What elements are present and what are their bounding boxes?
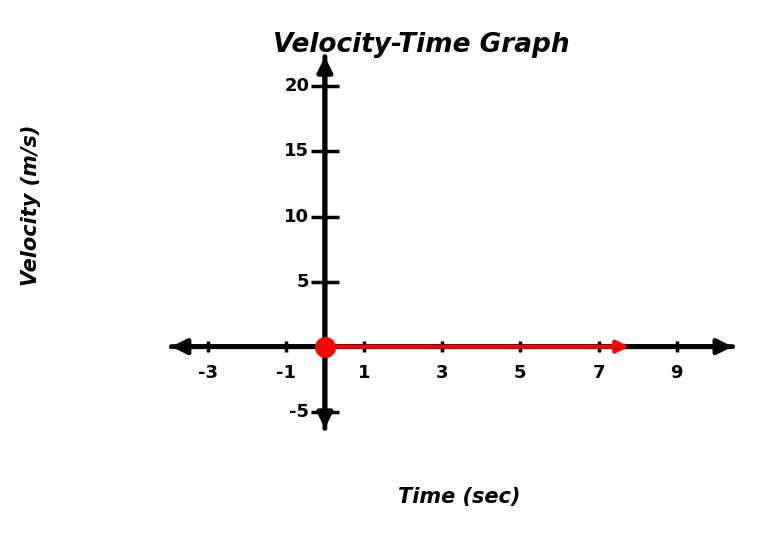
Text: 7: 7 <box>592 363 605 382</box>
Text: 3: 3 <box>436 363 448 382</box>
Text: Time (sec): Time (sec) <box>398 487 521 507</box>
Text: -3: -3 <box>198 363 218 382</box>
Text: 20: 20 <box>284 78 309 95</box>
Text: 1: 1 <box>358 363 370 382</box>
Text: 10: 10 <box>284 208 309 225</box>
Text: Velocity (m/s): Velocity (m/s) <box>21 124 41 286</box>
Text: 5: 5 <box>514 363 526 382</box>
Text: -1: -1 <box>276 363 296 382</box>
Point <box>319 342 331 351</box>
Text: 5: 5 <box>296 273 309 291</box>
Text: 9: 9 <box>670 363 683 382</box>
Text: Velocity-Time Graph: Velocity-Time Graph <box>273 32 570 58</box>
Text: -5: -5 <box>290 403 309 420</box>
Text: 15: 15 <box>284 142 309 161</box>
